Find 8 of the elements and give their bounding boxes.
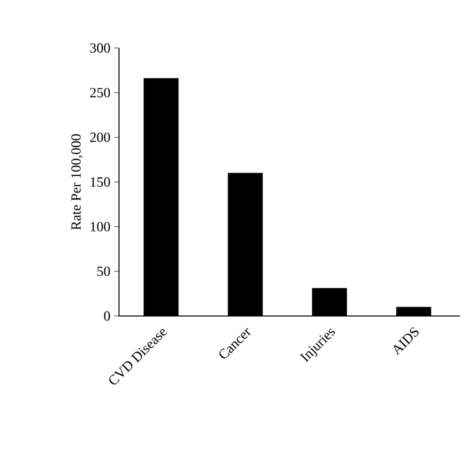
y-tick-label: 250	[90, 88, 110, 98]
y-tick-label: 100	[90, 222, 110, 232]
y-tick-label: 50	[97, 266, 110, 276]
y-tick-label: 0	[104, 311, 110, 321]
y-axis-title: Rate Per 100,000	[71, 134, 83, 230]
y-tick-label: 300	[90, 43, 110, 53]
y-tick-label: 150	[90, 177, 110, 187]
y-tick-label: 200	[90, 132, 110, 142]
